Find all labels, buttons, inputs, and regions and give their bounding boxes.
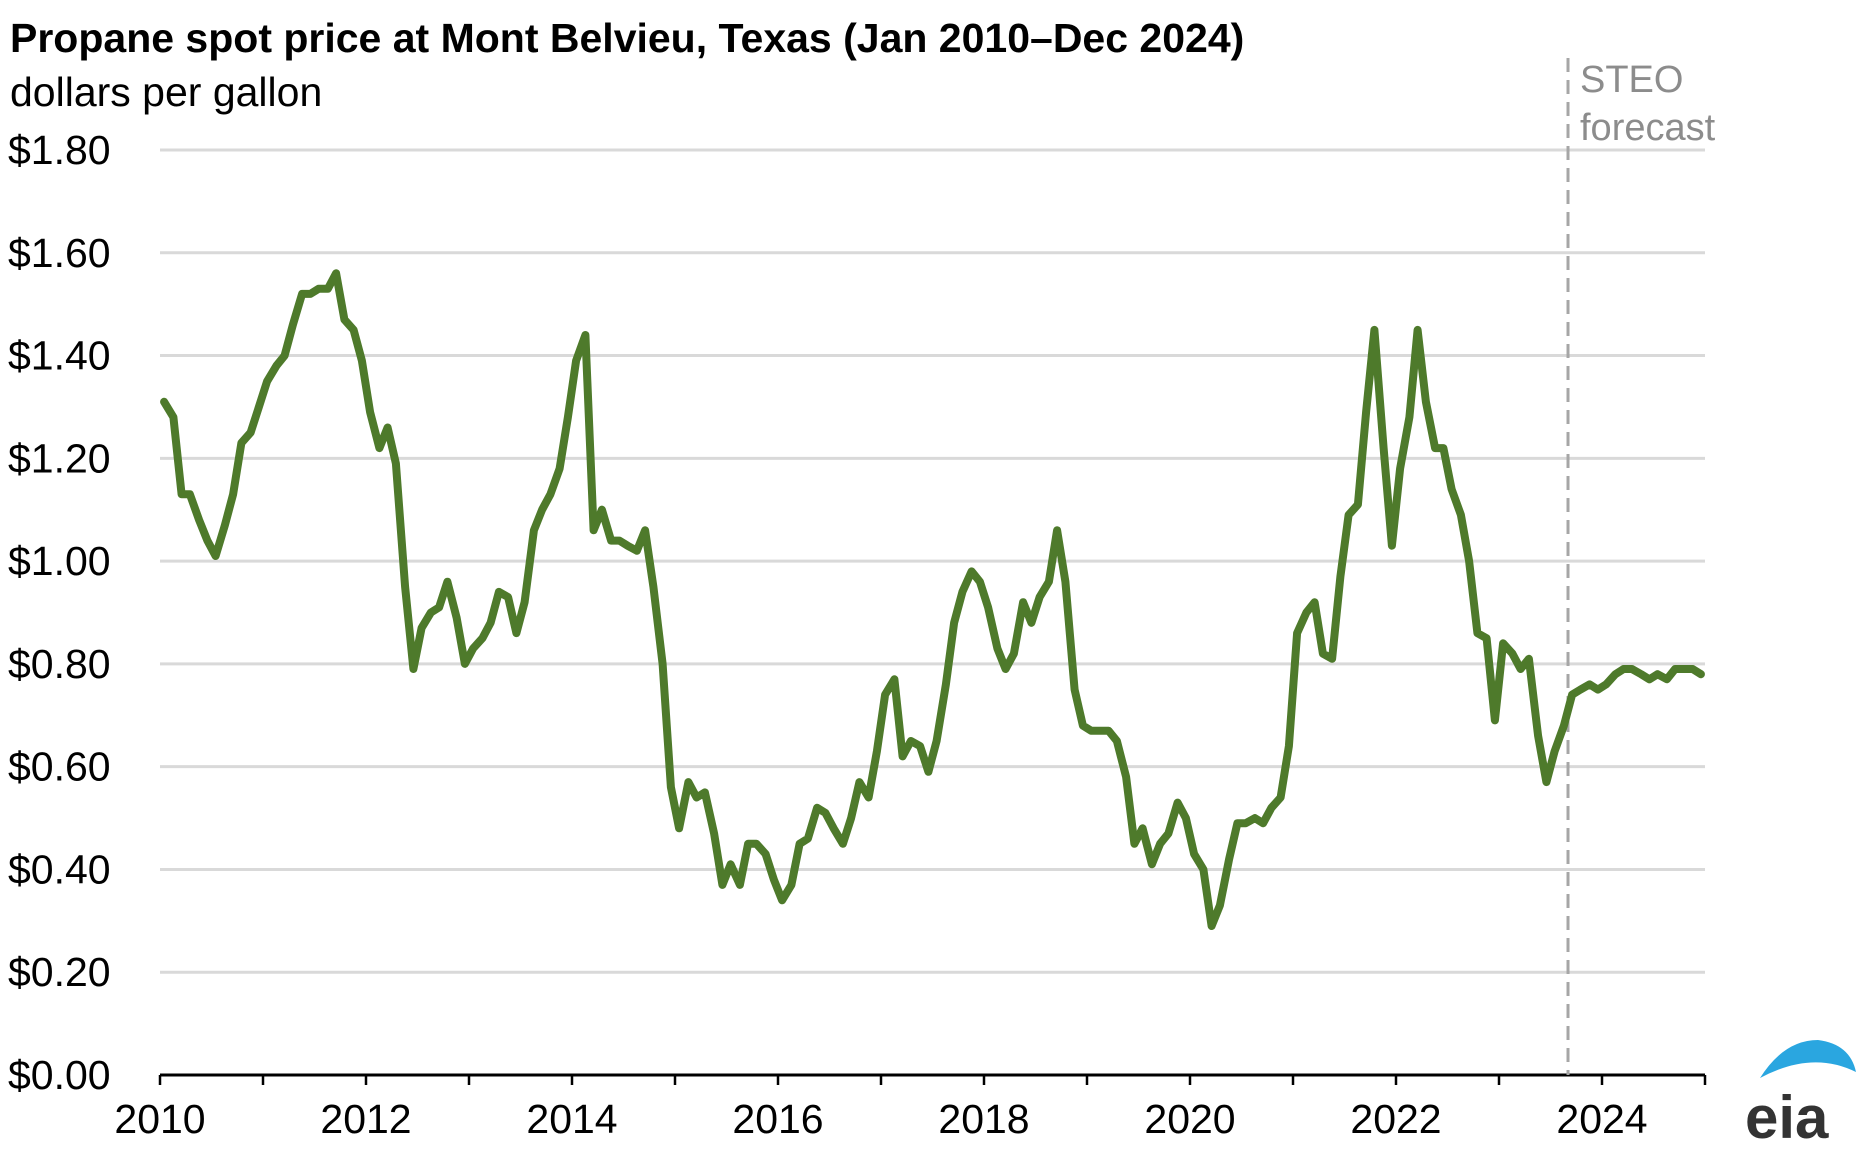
x-tick-label: 2022 (1350, 1096, 1441, 1142)
y-axis: $0.00 $0.20 $0.40 $0.60 $0.80 $1.00 $1.20 $1.40… (8, 127, 111, 1098)
x-tick-label: 2014 (526, 1096, 617, 1142)
y-tick-label: $0.00 (8, 1052, 111, 1098)
y-tick-label: $0.60 (8, 744, 111, 790)
x-tick-label: 2020 (1144, 1096, 1235, 1142)
y-tick-label: $1.40 (8, 333, 111, 379)
y-tick-label: $0.40 (8, 846, 111, 892)
y-tick-label: $1.80 (8, 127, 111, 173)
chart-subtitle: dollars per gallon (10, 69, 322, 115)
x-tick-label: 2016 (732, 1096, 823, 1142)
forecast-label-line-1: STEO (1580, 59, 1683, 101)
eia-logo: eia (1745, 1040, 1856, 1151)
x-tick-label: 2012 (320, 1096, 411, 1142)
forecast-label-line-2: forecast (1580, 107, 1716, 149)
x-tick-label: 2024 (1556, 1096, 1647, 1142)
y-tick-label: $1.00 (8, 538, 111, 584)
x-tick-label: 2010 (114, 1096, 205, 1142)
eia-logo-swoosh (1760, 1040, 1856, 1078)
y-tick-label: $1.60 (8, 230, 111, 276)
gridlines (160, 148, 1705, 974)
eia-logo-text: eia (1745, 1084, 1829, 1151)
y-tick-label: $1.20 (8, 435, 111, 481)
chart-title: Propane spot price at Mont Belvieu, Texa… (10, 15, 1244, 61)
series-line (160, 269, 1705, 930)
x-axis: 2010 2012 2014 2016 2018 2020 2022 2024 (114, 1073, 1707, 1142)
y-tick-label: $0.80 (8, 641, 111, 687)
x-tick-label: 2018 (938, 1096, 1029, 1142)
y-tick-label: $0.20 (8, 949, 111, 995)
